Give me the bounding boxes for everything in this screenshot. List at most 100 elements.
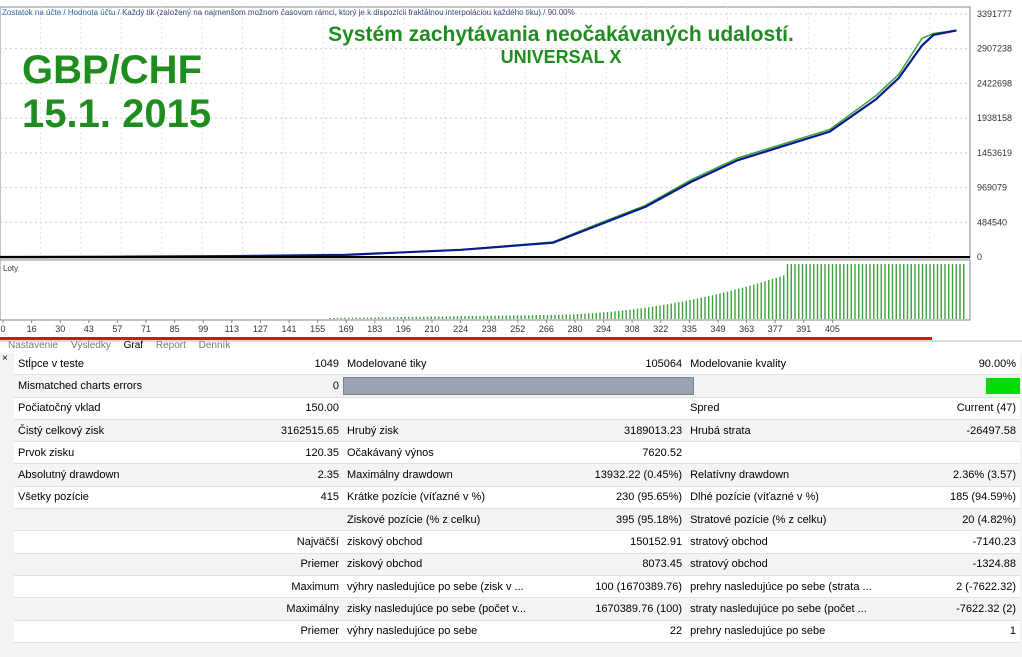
report-label: Mismatched charts errors (14, 374, 196, 398)
report-value: -7140.23 (922, 530, 1020, 554)
x-tick-label: 238 (482, 324, 497, 334)
report-value: 150.00 (195, 397, 343, 420)
tab-settings[interactable]: Nastavenie (8, 340, 59, 351)
y-tick-label: 969079 (977, 183, 1007, 193)
report-value: Maximum (195, 575, 343, 599)
table-row: Priemer ziskový obchod 8073.45 stratový obc… (14, 553, 1020, 576)
x-tick-label: 391 (796, 324, 811, 334)
close-icon[interactable]: × (2, 353, 8, 364)
report-value (583, 397, 687, 420)
report-value (195, 508, 343, 532)
x-tick-label: 71 (141, 324, 151, 334)
report-label: Hrubý zisk (342, 419, 584, 443)
report-label: Dlhé pozície (víťazné v %) (686, 486, 923, 510)
tab-report[interactable]: Report (155, 340, 186, 351)
table-row: Maximálny zisky nasledujúce po sebe (poče… (14, 597, 1020, 621)
y-tick-label: 484540 (977, 217, 1007, 227)
x-tick-label: 266 (539, 324, 554, 334)
strategy-tester-graph: 3391777 2907238 2422698 1938158 1453619 96907… (0, 6, 1022, 342)
x-tick-label: 363 (739, 324, 754, 334)
x-tick-label: 16 (27, 324, 37, 334)
tab-graph[interactable]: Graf (123, 340, 144, 351)
report-label: prehry nasledujúce po sebe (strata ... (686, 575, 923, 599)
x-tick-label: 322 (653, 324, 668, 334)
x-tick-label: 210 (424, 324, 439, 334)
date-label: 15.1. 2015 (22, 92, 212, 136)
y-tick-label: 2907238 (977, 44, 1012, 54)
lots-label: Loty (3, 264, 18, 273)
table-row: Ziskové pozície (% z celku) 395 (95.18%) S… (14, 508, 1020, 532)
report-label: Absolutný drawdown (14, 463, 196, 487)
report-label: Prvok zisku (14, 441, 196, 465)
report-value: 2.36% (3.57) (922, 463, 1020, 487)
balance-legend: Zostatok na účte (2, 8, 62, 17)
report-table: Stĺpce v teste 1049 Modelované tiky 105064 M… (14, 353, 1020, 643)
x-tick-label: 113 (225, 324, 239, 334)
report-label: Očakávaný výnos (342, 441, 584, 465)
report-panel: × Stĺpce v teste 1049 Modelované tiky 10506… (0, 353, 1022, 657)
report-value: 1670389.76 (100) (583, 597, 687, 621)
x-tick-label: 280 (567, 324, 582, 334)
x-tick-label: 294 (596, 324, 611, 334)
report-value: 3189013.23 (583, 419, 687, 443)
report-label: Všetky pozície (14, 486, 196, 510)
report-value: Priemer (195, 553, 343, 576)
table-row: Stĺpce v teste 1049 Modelované tiky 105064 M… (14, 353, 1020, 376)
lots-frame (0, 259, 971, 321)
report-value: 105064 (583, 353, 687, 376)
tab-results[interactable]: Výsledky (70, 340, 111, 351)
x-tick-label: 169 (339, 324, 354, 334)
report-label: prehry nasledujúce po sebe (686, 620, 923, 643)
report-label (14, 553, 196, 576)
x-tick-label: 377 (768, 324, 783, 334)
report-value: 7620.52 (583, 441, 687, 465)
x-tick-label: 141 (281, 324, 296, 334)
report-value: Current (47) (922, 397, 1020, 420)
report-label (342, 397, 584, 420)
report-value: 13932.22 (0.45%) (583, 463, 687, 487)
x-tick-label: 405 (825, 324, 840, 334)
report-value: Priemer (195, 620, 343, 643)
y-tick-label: 1453619 (977, 148, 1012, 158)
currency-pair-label: GBP/CHF (22, 48, 202, 92)
table-row: Priemer výhry nasledujúce po sebe 22 prehry… (14, 620, 1020, 643)
x-tick-label: 183 (367, 324, 382, 334)
test-progress-bar (0, 337, 932, 340)
quality-bar-fill (986, 377, 1020, 394)
tab-journal[interactable]: Denník (198, 340, 231, 351)
x-tick-label: 196 (396, 324, 411, 334)
legend-separator: / (61, 8, 68, 17)
report-label: Maximálny drawdown (342, 463, 584, 487)
report-value: 3162515.65 (195, 419, 343, 443)
x-tick-label: 30 (55, 324, 65, 334)
report-value: 100 (1670389.76) (583, 575, 687, 599)
equity-chart: 3391777 2907238 2422698 1938158 1453619 96907… (0, 6, 1022, 342)
report-label: zisky nasledujúce po sebe (počet v... (342, 597, 584, 621)
report-label: výhry nasledujúce po sebe (342, 620, 584, 643)
x-tick-label: 224 (453, 324, 468, 334)
report-value: 20 (4.82%) (922, 508, 1020, 532)
y-tick-label: 0 (977, 252, 982, 262)
x-tick-label: 335 (682, 324, 697, 334)
modeling-quality-bar (342, 374, 1020, 398)
table-row: Najväčší ziskový obchod 150152.91 stratový … (14, 530, 1020, 554)
report-label: Modelované tiky (342, 353, 584, 376)
report-value: 2 (-7622.32) (922, 575, 1020, 599)
report-label: Čistý celkový zisk (14, 419, 196, 443)
table-row: Absolutný drawdown 2.35 Maximálny drawdown… (14, 463, 1020, 487)
report-label: Stĺpce v teste (14, 353, 196, 376)
y-tick-label: 1938158 (977, 113, 1012, 123)
report-value: 395 (95.18%) (583, 508, 687, 532)
modeling-description: / Každý tik (založený na najmenšom možno… (115, 8, 575, 17)
x-tick-label: 99 (198, 324, 208, 334)
table-row: Prvok zisku 120.35 Očakávaný výnos 7620.52 (14, 441, 1020, 465)
tester-tabs: Nastavenie Výsledky Graf Report Denník (8, 340, 240, 353)
report-label: Počiatočný vklad (14, 397, 196, 420)
x-tick-label: 155 (310, 324, 325, 334)
report-label: straty nasledujúce po sebe (počet ... (686, 597, 923, 621)
report-value: 90.00% (922, 353, 1020, 376)
report-value: 185 (94.59%) (922, 486, 1020, 510)
table-row: Čistý celkový zisk 3162515.65 Hrubý zisk 31… (14, 419, 1020, 443)
report-label: ziskový obchod (342, 553, 584, 576)
report-value: -26497.58 (922, 419, 1020, 443)
